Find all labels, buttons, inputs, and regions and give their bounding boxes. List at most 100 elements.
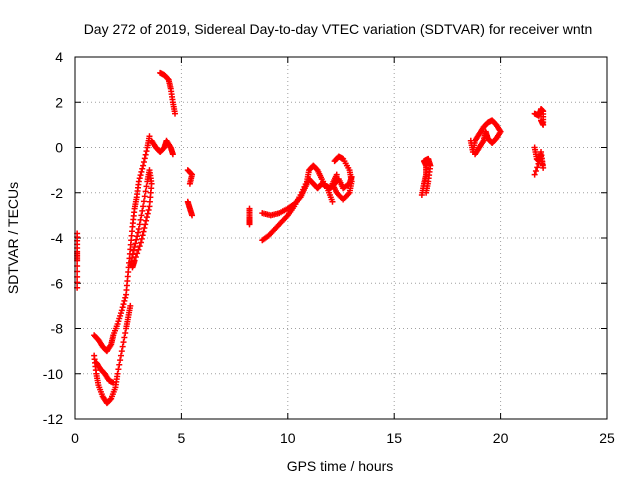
data-point-marker [141, 155, 148, 162]
data-point-marker [134, 250, 141, 257]
data-point-marker [189, 212, 196, 219]
y-tick-label: -8 [51, 321, 64, 337]
data-point-marker [140, 198, 147, 205]
data-point-marker [110, 379, 117, 386]
data-point-marker [122, 294, 129, 301]
y-tick-label: -4 [51, 230, 64, 246]
data-point-marker [129, 264, 136, 271]
data-point-marker [122, 330, 129, 337]
data-point-marker [120, 301, 127, 308]
data-point-marker [135, 178, 142, 185]
data-point-marker [136, 243, 143, 250]
data-point-marker [538, 153, 545, 160]
data-point-marker [538, 117, 545, 124]
plot-frame [74, 56, 608, 420]
data-point-marker [115, 366, 122, 373]
data-point-marker [531, 171, 538, 178]
data-point-marker [107, 396, 114, 403]
data-point-marker [140, 203, 147, 210]
data-points [74, 69, 547, 407]
data-point-marker [141, 193, 148, 200]
data-point-marker [118, 348, 125, 355]
data-point-marker [127, 302, 134, 309]
y-tick-label: 0 [55, 140, 63, 156]
data-point-marker [117, 352, 124, 359]
y-tick-label: -10 [43, 366, 63, 382]
data-point-marker [134, 229, 141, 236]
data-point-marker [169, 151, 176, 158]
data-point-marker [142, 221, 149, 228]
grid [75, 57, 607, 419]
y-tick-label: -12 [43, 411, 63, 427]
y-tick-label: -2 [51, 185, 64, 201]
data-point-marker [139, 232, 146, 239]
data-point-marker [532, 168, 539, 175]
data-point-marker [133, 236, 140, 243]
data-point-marker [143, 214, 150, 221]
data-point-marker [136, 175, 143, 182]
x-axis-label: GPS time / hours [287, 458, 394, 474]
data-point-marker [117, 357, 124, 364]
data-point-marker [142, 151, 149, 158]
data-point-marker [121, 297, 128, 304]
x-tick-label: 0 [71, 430, 79, 446]
data-point-marker [142, 188, 149, 195]
data-point-marker [116, 361, 123, 368]
data-point-marker [144, 210, 151, 217]
data-point-marker [146, 133, 153, 140]
data-point-marker [138, 212, 145, 219]
data-point-marker [536, 157, 543, 164]
data-point-marker [472, 151, 479, 158]
data-point-marker [246, 221, 253, 228]
data-point-marker [137, 216, 144, 223]
x-tick-label: 5 [178, 430, 186, 446]
data-point-marker [140, 162, 147, 169]
data-point-marker [138, 168, 145, 175]
x-tick-label: 20 [493, 430, 509, 446]
y-tick-label: -6 [51, 275, 64, 291]
data-point-marker [119, 304, 126, 311]
data-point-marker [535, 160, 542, 167]
data-point-marker [131, 244, 138, 251]
data-point-marker [146, 203, 153, 210]
data-point-marker [120, 339, 127, 346]
data-point-marker [172, 110, 179, 117]
data-point-marker [186, 180, 193, 187]
data-point-marker [140, 158, 147, 165]
data-point-marker [329, 198, 336, 205]
data-point-marker [121, 334, 128, 341]
data-point-marker [141, 225, 148, 232]
y-tick-labels: -12 -10 -8 -6 -4 -2 0 2 4 [43, 49, 63, 427]
x-tick-label: 25 [599, 430, 615, 446]
data-point-marker [118, 307, 125, 314]
data-point-marker [137, 172, 144, 179]
data-point-marker [138, 235, 145, 242]
data-point-marker [134, 233, 141, 240]
data-point-marker [143, 148, 150, 155]
data-point-marker [135, 225, 142, 232]
data-point-marker [143, 183, 150, 190]
data-point-marker [135, 246, 142, 253]
y-tick-label: 2 [55, 94, 63, 110]
data-point-marker [114, 370, 121, 377]
x-tick-label: 10 [280, 430, 296, 446]
data-point-marker [333, 171, 340, 178]
data-point-marker [145, 206, 152, 213]
data-point-marker [119, 343, 126, 350]
chart-title: Day 272 of 2019, Sidereal Day-to-day VTE… [84, 21, 593, 37]
data-point-marker [136, 221, 143, 228]
data-point-marker [140, 228, 147, 235]
y-axis-label: SDTVAR / TECUs [5, 182, 21, 294]
data-point-marker [423, 189, 430, 196]
data-point-marker [132, 254, 139, 261]
x-tick-labels: 0 5 10 15 20 25 [71, 430, 615, 446]
data-point-marker [139, 207, 146, 214]
x-tick-label: 15 [386, 430, 402, 446]
data-point-marker [143, 217, 150, 224]
y-tick-label: 4 [55, 49, 63, 65]
data-point-marker [139, 165, 146, 172]
data-point-marker [137, 239, 144, 246]
data-point-marker [534, 164, 541, 171]
data-point-marker [132, 240, 139, 247]
